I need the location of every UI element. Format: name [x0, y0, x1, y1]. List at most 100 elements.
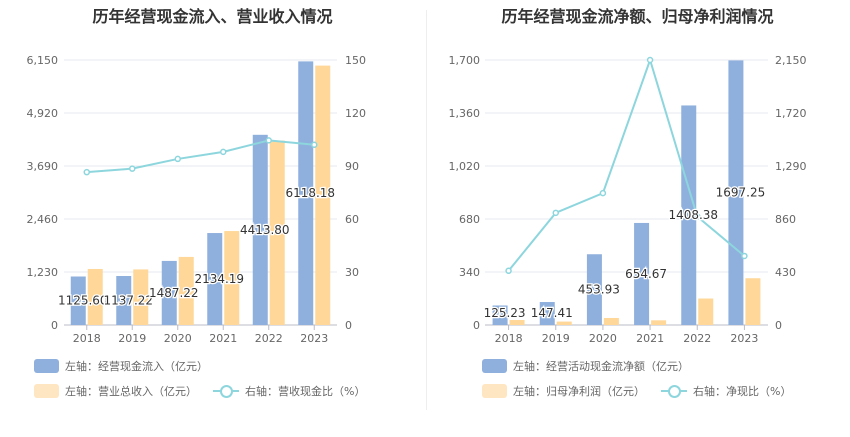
left-axis-tick-label: 340: [459, 266, 480, 279]
legend-item-cash-inflow[interactable]: 左轴：经营现金流入（亿元）: [34, 358, 208, 374]
bar-primary: [634, 222, 650, 325]
bar-primary: [539, 302, 555, 325]
legend-item-net-cash-ratio[interactable]: 右轴：净现比（%）: [661, 383, 791, 399]
ratio-line: [507, 56, 746, 272]
x-axis-tick-label: 2020: [589, 332, 617, 345]
panel-divider: [426, 10, 427, 410]
left-axis-tick-label: 1,020: [449, 160, 481, 173]
cashflow-revenue-chart: 0 1,230 2,460 3,690 4,920 6,150 0 30 60 90 120 150 2…: [27, 54, 367, 345]
ratio-point: [174, 155, 181, 163]
x-axis-tick-label: 2019: [118, 332, 146, 345]
right-axis-tick-label: 150: [345, 54, 366, 67]
ratio-line: [86, 139, 315, 174]
legend-swatch-line: [661, 384, 687, 398]
bar-secondary: [651, 320, 667, 325]
ratio-point: [83, 168, 90, 176]
bar-primary: [728, 60, 744, 325]
legend-label: 右轴：净现比（%）: [693, 385, 792, 398]
x-axis-tick-label: 2018: [73, 332, 101, 345]
bar-secondary: [509, 320, 525, 325]
x-axis-tick-label: 2022: [255, 332, 283, 345]
right-axis-tick-label: 1,290: [775, 160, 807, 173]
bar-primary: [207, 233, 223, 325]
legend-row-1: 左轴：经营现金流入（亿元）: [34, 358, 224, 374]
legend-swatch-bar: [482, 359, 507, 373]
bar-secondary: [603, 317, 619, 325]
left-axis-tick-label: 0: [473, 319, 480, 332]
x-axis-tick-label: 2021: [636, 332, 664, 345]
bar-primary: [252, 134, 268, 325]
bar-data-label: 1697.25: [716, 186, 766, 200]
left-axis-tick-label: 4,920: [27, 107, 59, 120]
legend-item-net-cash[interactable]: 左轴：经营活动现金流净额（亿元）: [482, 358, 689, 374]
chart-title: 历年经营现金流净额、归母净利润情况: [501, 7, 774, 26]
ratio-point: [129, 165, 136, 172]
right-axis-tick-label: 0: [345, 319, 352, 332]
legend-item-revenue[interactable]: 左轴：营业总收入（亿元）: [34, 383, 197, 399]
left-axis-tick-label: 3,690: [27, 160, 59, 173]
bar-data-label: 147.41: [531, 306, 573, 320]
x-axis-tick-label: 2022: [683, 332, 711, 345]
right-axis-tick-label: 30: [345, 266, 359, 279]
bar-secondary: [224, 231, 240, 325]
bar-data-label: 125.23: [484, 306, 526, 320]
ratio-point: [505, 267, 512, 275]
chart-panel-netcash-profit: 历年经营现金流净额、归母净利润情况 0 340 680 1,020 1,360 1,700…: [425, 0, 850, 437]
x-axis-tick-label: 2020: [164, 332, 192, 345]
legend-label: 左轴：经营活动现金流净额（亿元）: [513, 360, 689, 373]
bar-secondary: [315, 65, 331, 325]
bar-secondary: [133, 269, 149, 325]
legend-row-2: 左轴：营业总收入（亿元） 右轴：营收现金比（%）: [34, 383, 381, 399]
left-axis-tick-label: 0: [51, 319, 58, 332]
right-axis-tick-label: 0: [775, 319, 782, 332]
bar-data-label: 4413.80: [240, 223, 290, 237]
x-axis-tick-label: 2019: [542, 332, 570, 345]
bar-primary: [70, 276, 86, 325]
legend-label: 左轴：营业总收入（亿元）: [65, 385, 197, 398]
legend-row-2: 左轴：归母净利润（亿元） 右轴：净现比（%）: [482, 383, 807, 399]
right-axis-tick-label: 2,150: [775, 54, 807, 67]
ratio-point: [741, 252, 748, 260]
bar-data-label: 1125.60: [58, 294, 108, 308]
bar-data-label: 2134.19: [194, 272, 244, 286]
right-axis-tick-label: 60: [345, 213, 359, 226]
x-axis-tick-label: 2018: [495, 332, 523, 345]
bar-data-label: 453.93: [578, 283, 620, 297]
legend-label: 左轴：经营现金流入（亿元）: [65, 360, 208, 373]
bar-primary: [116, 275, 132, 325]
left-axis-tick-label: 2,460: [27, 213, 59, 226]
right-axis-tick-label: 120: [345, 107, 366, 120]
ratio-point: [220, 148, 227, 156]
left-axis-tick-label: 1,230: [27, 266, 59, 279]
bar-secondary: [178, 256, 194, 325]
bar-primary: [681, 105, 697, 326]
legend-item-net-profit[interactable]: 左轴：归母净利润（亿元）: [482, 383, 645, 399]
bar-primary: [161, 260, 177, 325]
legend-swatch-bar: [34, 359, 59, 373]
legend-swatch-bar: [482, 384, 507, 398]
bar-primary: [298, 61, 314, 326]
bar-data-label: 1487.22: [149, 286, 199, 300]
legend-row-1: 左轴：经营活动现金流净额（亿元）: [482, 358, 705, 374]
left-axis-tick-label: 1,360: [449, 107, 481, 120]
bar-data-label: 654.67: [625, 267, 667, 281]
ratio-point: [552, 209, 559, 217]
x-axis-tick-label: 2023: [730, 332, 758, 345]
right-axis-tick-label: 1,720: [775, 107, 807, 120]
legend-swatch-bar: [34, 384, 59, 398]
right-axis-tick-label: 90: [345, 160, 359, 173]
bar-secondary: [745, 278, 761, 325]
left-axis-tick-label: 6,150: [27, 54, 59, 67]
bar-secondary: [87, 268, 103, 325]
ratio-point: [599, 189, 607, 197]
chart-title: 历年经营现金流入、营业收入情况: [92, 7, 333, 26]
legend-swatch-line: [213, 384, 239, 398]
left-axis-tick-label: 1,700: [449, 54, 481, 67]
right-axis-tick-label: 430: [775, 266, 796, 279]
ratio-point: [646, 56, 654, 64]
bar-data-label: 1408.38: [668, 208, 718, 222]
x-axis-tick-label: 2021: [209, 332, 237, 345]
bar-primary: [492, 305, 508, 325]
legend-item-cash-ratio[interactable]: 右轴：营收现金比（%）: [213, 383, 365, 399]
bar-data-label: 1137.22: [103, 293, 153, 307]
